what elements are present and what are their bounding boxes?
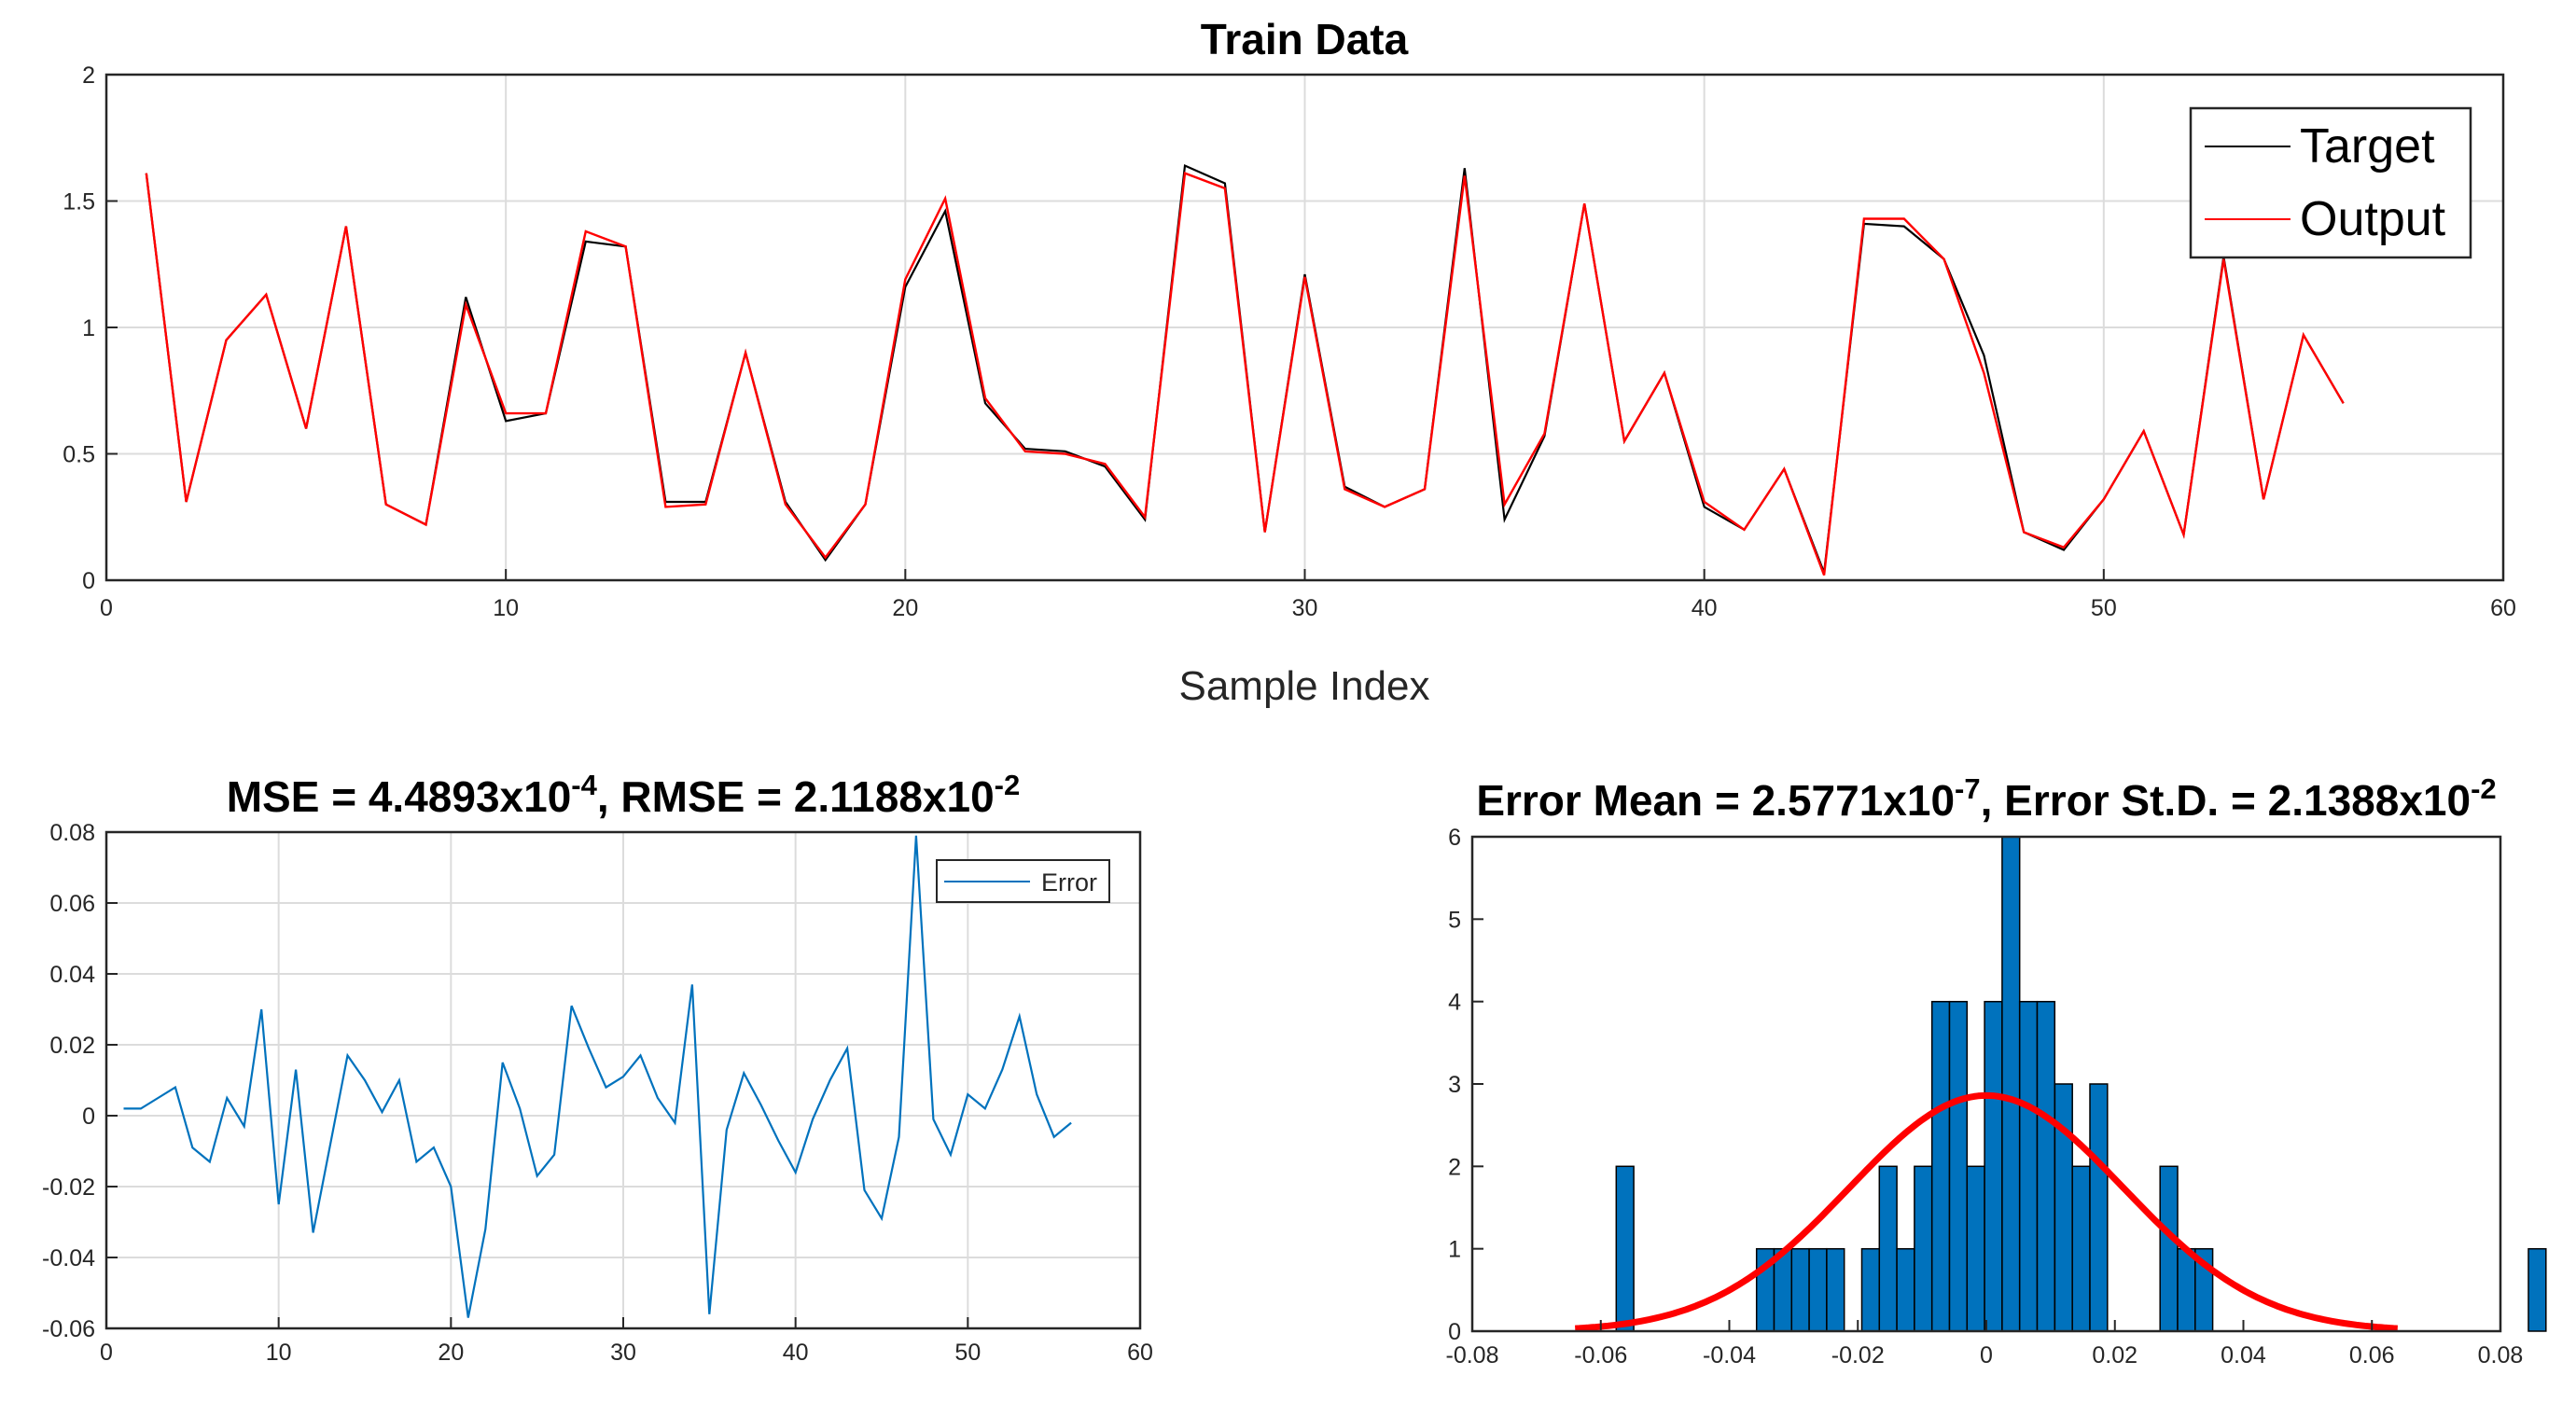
histogram-bar [2089, 1083, 2109, 1332]
train-series [145, 163, 2345, 576]
histogram-bar [1984, 1000, 2003, 1332]
error-series [123, 835, 1072, 1318]
y-tick-label: 0 [82, 1104, 95, 1130]
y-tick-label: -0.06 [42, 1316, 95, 1342]
y-tick-label: 0.08 [49, 820, 95, 846]
histogram-bar [1808, 1247, 1828, 1332]
y-tick-label: 1.5 [63, 189, 95, 215]
y-tick-label: 3 [1448, 1072, 1461, 1098]
mse-title: MSE = 4.4893x10-4, RMSE = 2.1188x10-2 [227, 769, 1021, 821]
x-tick-label: 0.04 [2221, 1342, 2266, 1368]
error-mean-exp: -7 [1955, 772, 1981, 805]
y-tick-label: 0 [1448, 1319, 1461, 1345]
error-histogram-chart: -0.08 -0.06 -0.04 -0.02 0 0.02 0.04 0.06 0.08 0 1… [1446, 772, 2547, 1368]
histogram-x-ticks: -0.08 -0.06 -0.04 -0.02 0 0.02 0.04 0.06 0.08 [1446, 1320, 2524, 1368]
y-tick-label: -0.02 [42, 1174, 95, 1201]
x-tick-label: 0 [100, 1340, 113, 1366]
histogram-bar [2036, 1000, 2056, 1332]
error-mean-title: Error Mean = 2.5771x10 [1476, 776, 1955, 825]
histogram-bar [2001, 836, 2021, 1332]
x-tick-label: -0.06 [1574, 1342, 1627, 1368]
series-line-error [123, 835, 1072, 1318]
x-tick-label: 20 [892, 595, 918, 621]
error-legend: Error [936, 859, 1110, 903]
x-tick-label: 0 [1980, 1342, 1993, 1368]
legend-label-target: Target [2300, 119, 2435, 174]
x-tick-label: 50 [954, 1340, 981, 1366]
y-tick-label: 0 [82, 568, 95, 594]
y-tick-label: 2 [82, 63, 95, 89]
legend-label-error: Error [1041, 868, 1097, 896]
y-tick-label: 0.04 [49, 962, 95, 988]
error-std-title: , Error St.D. = 2.1388x10 [1981, 776, 2471, 825]
x-tick-label: 0.08 [2478, 1342, 2524, 1368]
histogram-bar [1826, 1247, 1845, 1332]
histogram-bar [2071, 1165, 2091, 1332]
histogram-bar [2527, 1247, 2547, 1332]
train-legend: Target Output [2189, 106, 2472, 259]
x-tick-label: 50 [2091, 595, 2117, 621]
y-tick-label: 0.06 [49, 891, 95, 917]
train-x-ticks: 0 10 20 30 40 50 60 [100, 569, 2516, 621]
y-tick-label: 1 [82, 315, 95, 341]
histogram-bar [2159, 1165, 2179, 1332]
mse-title-exp: -4 [571, 769, 597, 801]
error-stats-title: Error Mean = 2.5771x10-7, Error St.D. = … [1476, 772, 2496, 825]
x-tick-label: 10 [493, 595, 519, 621]
histogram-bar [1948, 1000, 1969, 1332]
error-x-ticks: 0 10 20 30 40 50 60 [100, 1317, 1153, 1366]
histogram-bars [1615, 836, 2547, 1332]
rmse-title-exp: -2 [995, 769, 1021, 801]
histogram-bar [1615, 1165, 1635, 1332]
x-tick-label: 30 [1292, 595, 1318, 621]
y-tick-label: 1 [1448, 1237, 1461, 1263]
normal-fit-line [1575, 1091, 2398, 1332]
histogram-bar [2177, 1247, 2196, 1332]
legend-label-output: Output [2300, 192, 2446, 246]
histogram-bar [1860, 1247, 1881, 1332]
train-x-label: Sample Index [1178, 663, 1429, 709]
x-tick-label: 60 [2490, 595, 2516, 621]
train-y-ticks: 0 0.5 1 1.5 2 [63, 63, 118, 594]
error-y-ticks: -0.06 -0.04 -0.02 0 0.02 0.04 0.06 0.08 [42, 820, 118, 1342]
x-tick-label: -0.04 [1703, 1342, 1756, 1368]
x-tick-label: 40 [783, 1340, 809, 1366]
mse-title-main: MSE = 4.4893x10 [227, 772, 572, 821]
train-data-chart: 0 10 20 30 40 50 60 0 0.5 1 1.5 2 Train Data Sampl… [63, 15, 2516, 709]
rmse-title-main: , RMSE = 2.1188x10 [597, 772, 995, 821]
error-chart: 0 10 20 30 40 50 60 -0.06 -0.04 -0.02 0 0.02 0.04 0.… [42, 769, 1153, 1366]
x-tick-label: 0 [100, 595, 113, 621]
normal-fit-curve [1575, 1091, 2398, 1332]
histogram-bar [1930, 1000, 1951, 1332]
x-tick-label: -0.08 [1446, 1342, 1499, 1368]
x-tick-label: -0.02 [1831, 1342, 1885, 1368]
histogram-bar [1914, 1165, 1933, 1332]
train-title: Train Data [1201, 15, 1409, 63]
x-tick-label: 20 [438, 1340, 464, 1366]
y-tick-label: 0.5 [63, 442, 95, 468]
x-tick-label: 10 [266, 1340, 292, 1366]
y-tick-label: 5 [1448, 907, 1461, 933]
histogram-bar [1790, 1247, 1810, 1332]
x-tick-label: 60 [1127, 1340, 1153, 1366]
y-tick-label: 2 [1448, 1154, 1461, 1180]
histogram-bar [2018, 1000, 2039, 1332]
x-tick-label: 0.06 [2349, 1342, 2395, 1368]
error-std-exp: -2 [2471, 772, 2497, 805]
x-tick-label: 30 [610, 1340, 636, 1366]
y-tick-label: 6 [1448, 825, 1461, 851]
histogram-bar [1966, 1165, 1985, 1332]
x-tick-label: 0.02 [2092, 1342, 2137, 1368]
histogram-y-ticks: 0 1 2 3 4 5 6 [1448, 825, 1483, 1345]
y-tick-label: -0.04 [42, 1245, 95, 1271]
histogram-bar [1878, 1165, 1898, 1332]
y-tick-label: 0.02 [49, 1033, 95, 1059]
y-tick-label: 4 [1448, 990, 1461, 1016]
series-line-output [145, 172, 2345, 576]
histogram-bar [1896, 1247, 1915, 1332]
x-tick-label: 40 [1692, 595, 1718, 621]
train-legend-box [2189, 106, 2472, 259]
